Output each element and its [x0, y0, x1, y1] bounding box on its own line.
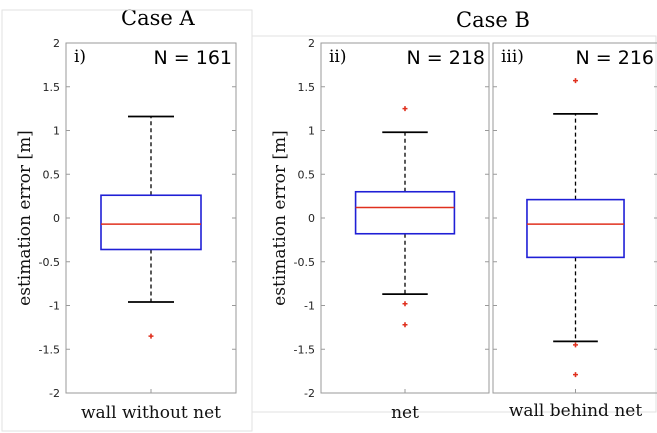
y-tick-label: 0 — [308, 212, 315, 225]
y-tick-label: -1.5 — [294, 343, 315, 356]
y-tick-label: 1 — [308, 125, 315, 138]
panel-3: iii) N = 216 wall behind net — [492, 42, 657, 421]
panel-label: i) — [74, 47, 86, 67]
y-tick-label: -1 — [49, 300, 60, 313]
panel-2: -2 -1.5 -1 -0.5 0 0.5 1 1.5 2 estimation error [m… — [270, 37, 490, 423]
outlier-point — [148, 333, 154, 339]
case-b-title: Case B — [456, 8, 530, 32]
y-tick-label: 0.5 — [298, 168, 316, 181]
outlier-point — [402, 106, 408, 112]
y-tick-label: 0.5 — [43, 168, 61, 181]
outlier-point — [402, 322, 408, 328]
outlier-point — [573, 372, 578, 378]
outlier-point — [573, 342, 578, 348]
y-tick-label: -2 — [49, 387, 60, 400]
category-label: net — [391, 403, 419, 423]
y-axis-label: estimation error [m] — [15, 130, 35, 306]
y-tick-label: 2 — [308, 37, 315, 50]
outlier-point — [402, 301, 408, 307]
y-tick-label: -2 — [304, 387, 315, 400]
y-axis-label: estimation error [m] — [270, 130, 290, 306]
case-b-frame — [251, 35, 657, 413]
sample-count-label: N = 216 — [576, 47, 654, 69]
y-tick-label: 1.5 — [298, 81, 316, 94]
y-tick-label: -1 — [304, 300, 315, 313]
sample-count-label: N = 161 — [154, 47, 232, 69]
y-tick-label: -0.5 — [294, 256, 315, 269]
y-tick-label: -1.5 — [39, 343, 60, 356]
panel-label: iii) — [501, 47, 524, 67]
y-tick-label: 1 — [53, 125, 60, 138]
y-tick-label: -0.5 — [39, 256, 60, 269]
panel-1: -2 -1.5 -1 -0.5 0 0.5 1 1.5 2 estimation error [m… — [15, 37, 237, 423]
panel-label: ii) — [329, 47, 347, 67]
y-tick-label: 2 — [53, 37, 60, 50]
y-tick-label: 1.5 — [43, 81, 61, 94]
iqr-box — [354, 190, 456, 235]
sample-count-label: N = 218 — [407, 47, 485, 69]
y-tick-label: 0 — [53, 212, 60, 225]
category-label: wall behind net — [509, 401, 643, 421]
iqr-box — [526, 198, 625, 259]
outlier-point — [573, 78, 578, 84]
iqr-box — [100, 194, 202, 251]
category-label: wall without net — [81, 403, 221, 423]
